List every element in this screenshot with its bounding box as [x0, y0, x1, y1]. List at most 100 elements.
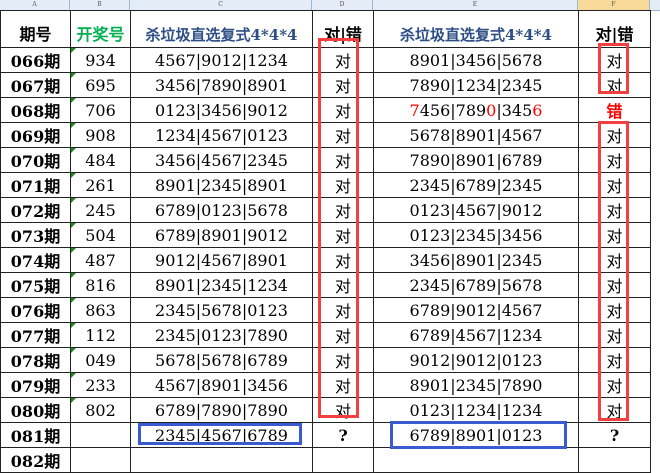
empty-cell[interactable] — [373, 447, 579, 473]
plan1-cell[interactable]: 9012|4567|8901 — [130, 247, 313, 273]
result1-cell[interactable]: 对 — [312, 122, 374, 148]
draw-number-cell[interactable]: 706 — [70, 97, 131, 123]
plan2-cell[interactable]: 9012|9012|0123 — [373, 347, 579, 373]
draw-number-cell[interactable]: 233 — [70, 372, 131, 398]
draw-number-cell[interactable]: 487 — [70, 247, 131, 273]
result2-cell[interactable]: 错 — [578, 97, 651, 123]
period-cell[interactable]: 079期 — [0, 372, 71, 398]
plan2-cell[interactable]: 3456|8901|2345 — [373, 247, 579, 273]
plan2-text: 7890|8901|6789 — [409, 150, 543, 170]
plan2-cell[interactable]: 5678|8901|4567 — [373, 122, 579, 148]
result1-cell[interactable]: 对 — [312, 297, 374, 323]
result2-cell[interactable]: 对 — [578, 397, 651, 423]
period-cell[interactable]: 072期 — [0, 197, 71, 223]
result2-cell[interactable]: 对 — [578, 272, 651, 298]
period-cell[interactable]: 080期 — [0, 397, 71, 423]
result2-cell[interactable]: 对 — [578, 347, 651, 373]
period-cell[interactable]: 067期 — [0, 72, 71, 98]
period-cell[interactable]: 066期 — [0, 47, 71, 73]
plan1-cell[interactable]: 0123|3456|9012 — [130, 97, 313, 123]
period-cell[interactable]: 071期 — [0, 172, 71, 198]
plan1-cell[interactable]: 2345|0123|7890 — [130, 322, 313, 348]
plan2-cell[interactable]: 2345|6789|2345 — [373, 172, 579, 198]
draw-number-cell[interactable]: 908 — [70, 122, 131, 148]
column-letter[interactable]: C — [130, 0, 312, 10]
empty-cell[interactable] — [578, 447, 651, 473]
empty-cell[interactable] — [130, 447, 313, 473]
draw-number-cell[interactable]: 504 — [70, 222, 131, 248]
result1-cell[interactable]: 对 — [312, 72, 374, 98]
plan1-cell[interactable]: 6789|0123|5678 — [130, 197, 313, 223]
column-letter[interactable]: D — [312, 0, 373, 10]
plan1-cell[interactable]: 5678|5678|6789 — [130, 347, 313, 373]
result1-cell[interactable]: ? — [312, 422, 374, 448]
plan2-text: 0123|1234|1234 — [409, 400, 543, 420]
plan2-cell[interactable]: 0123|1234|1234 — [373, 397, 579, 423]
plan1-cell[interactable]: 8901|2345|8901 — [130, 172, 313, 198]
blue-highlight-box-plan2 — [390, 421, 567, 449]
draw-number-cell[interactable]: 049 — [70, 347, 131, 373]
period-cell[interactable]: 081期 — [0, 422, 71, 448]
plan2-cell[interactable]: 7456|7890|3456 — [373, 97, 579, 123]
empty-cell[interactable] — [312, 447, 374, 473]
plan2-cell[interactable]: 2345|6789|5678 — [373, 272, 579, 298]
plan2-cell[interactable]: 7890|8901|6789 — [373, 147, 579, 173]
result2-cell[interactable]: 对 — [578, 172, 651, 198]
plan1-cell[interactable]: 6789|7890|7890 — [130, 397, 313, 423]
period-cell[interactable]: 075期 — [0, 272, 71, 298]
result2-cell[interactable]: 对 — [578, 322, 651, 348]
column-letter[interactable]: A — [0, 0, 70, 10]
plan2-cell[interactable]: 6789|9012|4567 — [373, 297, 579, 323]
column-letter[interactable]: B — [70, 0, 130, 10]
period-cell[interactable]: 082期 — [0, 447, 71, 473]
result1-cell[interactable]: 对 — [312, 272, 374, 298]
result1-cell[interactable]: 对 — [312, 397, 374, 423]
plan1-cell[interactable]: 4567|9012|1234 — [130, 47, 313, 73]
plan2-cell[interactable]: 7890|1234|2345 — [373, 72, 579, 98]
plan1-cell[interactable]: 2345|5678|0123 — [130, 297, 313, 323]
period-cell[interactable]: 077期 — [0, 322, 71, 348]
plan2-cell[interactable]: 6789|8901|0123 — [373, 422, 579, 448]
header-period: 期号 — [0, 10, 71, 48]
draw-number-cell[interactable]: 261 — [70, 172, 131, 198]
red-highlight-box-result2-top — [598, 43, 629, 94]
period-cell[interactable]: 069期 — [0, 122, 71, 148]
period-cell[interactable]: 070期 — [0, 147, 71, 173]
period-cell[interactable]: 076期 — [0, 297, 71, 323]
plan2-cell[interactable]: 0123|2345|3456 — [373, 222, 579, 248]
draw-number-cell[interactable]: 816 — [70, 272, 131, 298]
period-cell[interactable]: 074期 — [0, 247, 71, 273]
column-letter[interactable]: F — [578, 0, 650, 10]
result2-cell[interactable]: 对 — [578, 147, 651, 173]
column-letter[interactable]: E — [373, 0, 578, 10]
plan2-text: 9012|9012|0123 — [409, 350, 543, 370]
plan1-cell[interactable]: 6789|8901|9012 — [130, 222, 313, 248]
plan2-cell[interactable]: 8901|3456|5678 — [373, 47, 579, 73]
draw-number-cell[interactable]: 934 — [70, 47, 131, 73]
draw-number-cell[interactable] — [70, 422, 131, 448]
empty-cell[interactable] — [70, 447, 131, 473]
result2-cell[interactable]: 对 — [578, 197, 651, 223]
result1-cell[interactable]: 对 — [312, 247, 374, 273]
plan2-cell[interactable]: 0123|4567|9012 — [373, 197, 579, 223]
plan1-cell[interactable]: 1234|4567|0123 — [130, 122, 313, 148]
draw-number-cell[interactable]: 802 — [70, 397, 131, 423]
plan1-cell[interactable]: 8901|2345|1234 — [130, 272, 313, 298]
result2-cell[interactable]: ? — [578, 422, 651, 448]
plan2-cell[interactable]: 6789|4567|1234 — [373, 322, 579, 348]
period-cell[interactable]: 068期 — [0, 97, 71, 123]
plan1-cell[interactable]: 4567|8901|3456 — [130, 372, 313, 398]
plan2-cell[interactable]: 8901|2345|7890 — [373, 372, 579, 398]
draw-number-cell[interactable]: 695 — [70, 72, 131, 98]
plan2-miss-digit: 6 — [532, 100, 543, 120]
period-cell[interactable]: 073期 — [0, 222, 71, 248]
period-cell[interactable]: 078期 — [0, 347, 71, 373]
result2-cell[interactable]: 对 — [578, 297, 651, 323]
result2-cell[interactable]: 对 — [578, 222, 651, 248]
plan1-cell[interactable]: 3456|7890|8901 — [130, 72, 313, 98]
plan1-cell[interactable]: 3456|4567|2345 — [130, 147, 313, 173]
draw-number-cell[interactable]: 112 — [70, 322, 131, 348]
draw-number-cell[interactable]: 484 — [70, 147, 131, 173]
draw-number-cell[interactable]: 245 — [70, 197, 131, 223]
draw-number-cell[interactable]: 863 — [70, 297, 131, 323]
